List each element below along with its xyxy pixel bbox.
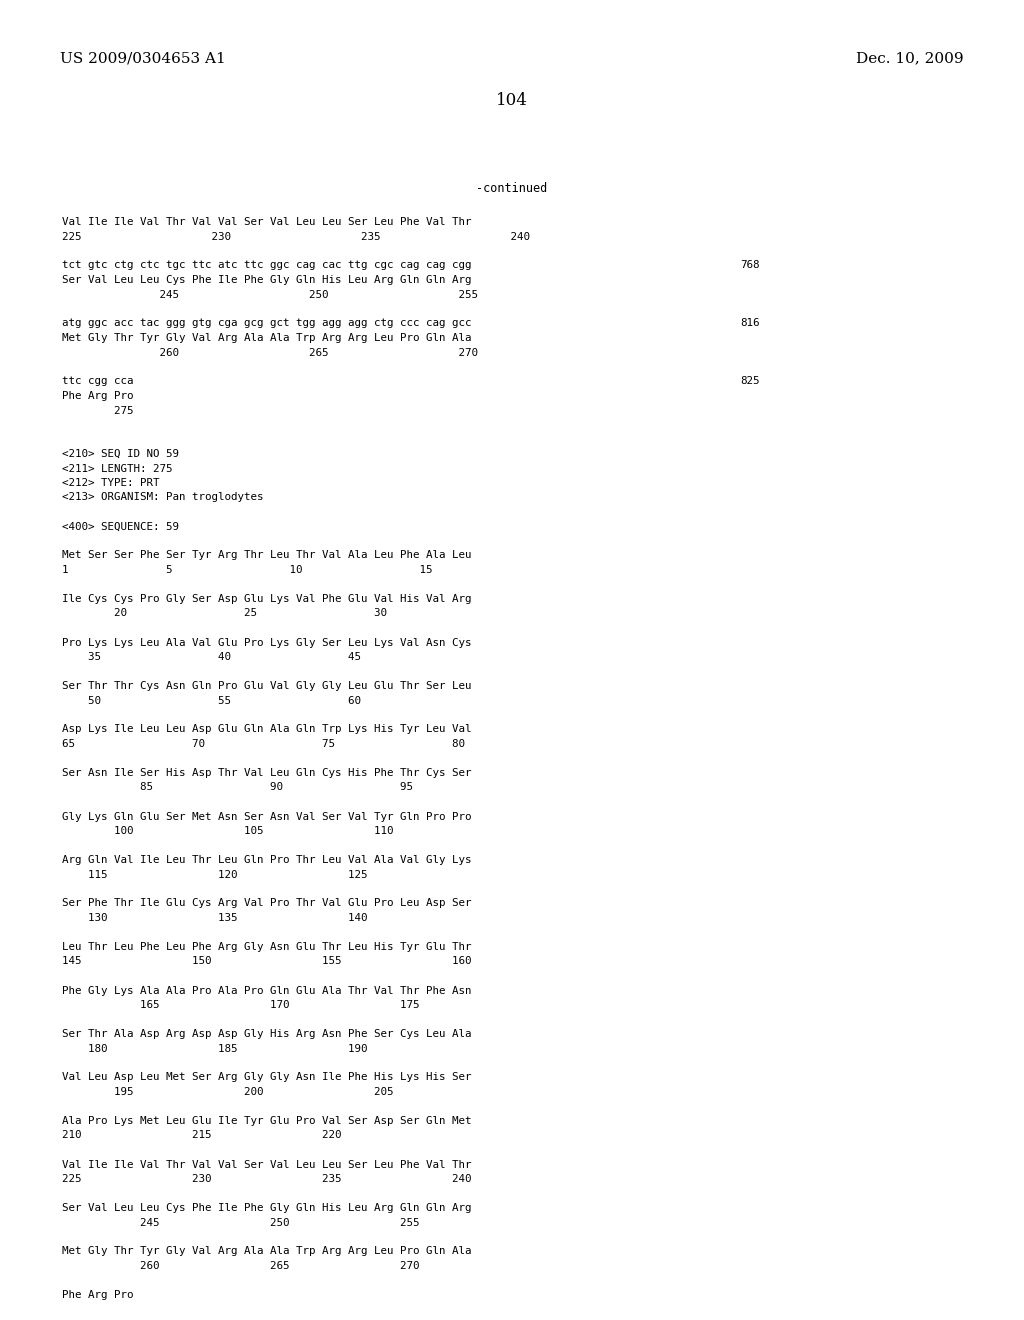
Text: Val Ile Ile Val Thr Val Val Ser Val Leu Leu Ser Leu Phe Val Thr: Val Ile Ile Val Thr Val Val Ser Val Leu … — [62, 216, 471, 227]
Text: 35                  40                  45: 35 40 45 — [62, 652, 361, 663]
Text: Phe Arg Pro: Phe Arg Pro — [62, 1290, 133, 1300]
Text: Ser Asn Ile Ser His Asp Thr Val Leu Gln Cys His Phe Thr Cys Ser: Ser Asn Ile Ser His Asp Thr Val Leu Gln … — [62, 768, 471, 777]
Text: Met Ser Ser Phe Ser Tyr Arg Thr Leu Thr Val Ala Leu Phe Ala Leu: Met Ser Ser Phe Ser Tyr Arg Thr Leu Thr … — [62, 550, 471, 561]
Text: <210> SEQ ID NO 59: <210> SEQ ID NO 59 — [62, 449, 179, 459]
Text: 245                 250                 255: 245 250 255 — [62, 1217, 420, 1228]
Text: 165                 170                 175: 165 170 175 — [62, 1001, 420, 1010]
Text: 225                    230                    235                    240: 225 230 235 240 — [62, 231, 530, 242]
Text: 195                 200                 205: 195 200 205 — [62, 1086, 393, 1097]
Text: Ser Thr Ala Asp Arg Asp Asp Gly His Arg Asn Phe Ser Cys Leu Ala: Ser Thr Ala Asp Arg Asp Asp Gly His Arg … — [62, 1030, 471, 1039]
Text: 210                 215                 220: 210 215 220 — [62, 1130, 341, 1140]
Text: atg ggc acc tac ggg gtg cga gcg gct tgg agg agg ctg ccc cag gcc: atg ggc acc tac ggg gtg cga gcg gct tgg … — [62, 318, 471, 329]
Text: 825: 825 — [740, 376, 760, 387]
Text: 50                  55                  60: 50 55 60 — [62, 696, 361, 705]
Text: 260                    265                    270: 260 265 270 — [62, 347, 478, 358]
Text: Asp Lys Ile Leu Leu Asp Glu Gln Ala Gln Trp Lys His Tyr Leu Val: Asp Lys Ile Leu Leu Asp Glu Gln Ala Gln … — [62, 725, 471, 734]
Text: tct gtc ctg ctc tgc ttc atc ttc ggc cag cac ttg cgc cag cag cgg: tct gtc ctg ctc tgc ttc atc ttc ggc cag … — [62, 260, 471, 271]
Text: 816: 816 — [740, 318, 760, 329]
Text: Gly Lys Gln Glu Ser Met Asn Ser Asn Val Ser Val Tyr Gln Pro Pro: Gly Lys Gln Glu Ser Met Asn Ser Asn Val … — [62, 812, 471, 821]
Text: 115                 120                 125: 115 120 125 — [62, 870, 368, 879]
Text: 768: 768 — [740, 260, 760, 271]
Text: Ser Phe Thr Ile Glu Cys Arg Val Pro Thr Val Glu Pro Leu Asp Ser: Ser Phe Thr Ile Glu Cys Arg Val Pro Thr … — [62, 899, 471, 908]
Text: Val Ile Ile Val Thr Val Val Ser Val Leu Leu Ser Leu Phe Val Thr: Val Ile Ile Val Thr Val Val Ser Val Leu … — [62, 1159, 471, 1170]
Text: 225                 230                 235                 240: 225 230 235 240 — [62, 1173, 471, 1184]
Text: Ser Thr Thr Cys Asn Gln Pro Glu Val Gly Gly Leu Glu Thr Ser Leu: Ser Thr Thr Cys Asn Gln Pro Glu Val Gly … — [62, 681, 471, 690]
Text: Met Gly Thr Tyr Gly Val Arg Ala Ala Trp Arg Arg Leu Pro Gln Ala: Met Gly Thr Tyr Gly Val Arg Ala Ala Trp … — [62, 333, 471, 343]
Text: Ser Val Leu Leu Cys Phe Ile Phe Gly Gln His Leu Arg Gln Gln Arg: Ser Val Leu Leu Cys Phe Ile Phe Gly Gln … — [62, 1203, 471, 1213]
Text: Ile Cys Cys Pro Gly Ser Asp Glu Lys Val Phe Glu Val His Val Arg: Ile Cys Cys Pro Gly Ser Asp Glu Lys Val … — [62, 594, 471, 605]
Text: Arg Gln Val Ile Leu Thr Leu Gln Pro Thr Leu Val Ala Val Gly Lys: Arg Gln Val Ile Leu Thr Leu Gln Pro Thr … — [62, 855, 471, 865]
Text: -continued: -continued — [476, 182, 548, 195]
Text: Pro Lys Lys Leu Ala Val Glu Pro Lys Gly Ser Leu Lys Val Asn Cys: Pro Lys Lys Leu Ala Val Glu Pro Lys Gly … — [62, 638, 471, 648]
Text: Dec. 10, 2009: Dec. 10, 2009 — [856, 51, 964, 65]
Text: Phe Arg Pro: Phe Arg Pro — [62, 391, 133, 401]
Text: 260                 265                 270: 260 265 270 — [62, 1261, 420, 1271]
Text: Ala Pro Lys Met Leu Glu Ile Tyr Glu Pro Val Ser Asp Ser Gln Met: Ala Pro Lys Met Leu Glu Ile Tyr Glu Pro … — [62, 1115, 471, 1126]
Text: ttc cgg cca: ttc cgg cca — [62, 376, 133, 387]
Text: 130                 135                 140: 130 135 140 — [62, 913, 368, 923]
Text: US 2009/0304653 A1: US 2009/0304653 A1 — [60, 51, 225, 65]
Text: <211> LENGTH: 275: <211> LENGTH: 275 — [62, 463, 172, 474]
Text: <213> ORGANISM: Pan troglodytes: <213> ORGANISM: Pan troglodytes — [62, 492, 263, 503]
Text: <400> SEQUENCE: 59: <400> SEQUENCE: 59 — [62, 521, 179, 532]
Text: Leu Thr Leu Phe Leu Phe Arg Gly Asn Glu Thr Leu His Tyr Glu Thr: Leu Thr Leu Phe Leu Phe Arg Gly Asn Glu … — [62, 942, 471, 952]
Text: 100                 105                 110: 100 105 110 — [62, 826, 393, 836]
Text: Phe Gly Lys Ala Ala Pro Ala Pro Gln Glu Ala Thr Val Thr Phe Asn: Phe Gly Lys Ala Ala Pro Ala Pro Gln Glu … — [62, 986, 471, 995]
Text: Ser Val Leu Leu Cys Phe Ile Phe Gly Gln His Leu Arg Gln Gln Arg: Ser Val Leu Leu Cys Phe Ile Phe Gly Gln … — [62, 275, 471, 285]
Text: Met Gly Thr Tyr Gly Val Arg Ala Ala Trp Arg Arg Leu Pro Gln Ala: Met Gly Thr Tyr Gly Val Arg Ala Ala Trp … — [62, 1246, 471, 1257]
Text: 85                  90                  95: 85 90 95 — [62, 783, 413, 792]
Text: 20                  25                  30: 20 25 30 — [62, 609, 387, 619]
Text: 65                  70                  75                  80: 65 70 75 80 — [62, 739, 465, 748]
Text: 245                    250                    255: 245 250 255 — [62, 289, 478, 300]
Text: 104: 104 — [496, 92, 528, 110]
Text: Val Leu Asp Leu Met Ser Arg Gly Gly Asn Ile Phe His Lys His Ser: Val Leu Asp Leu Met Ser Arg Gly Gly Asn … — [62, 1072, 471, 1082]
Text: 275: 275 — [62, 405, 133, 416]
Text: <212> TYPE: PRT: <212> TYPE: PRT — [62, 478, 160, 488]
Text: 180                 185                 190: 180 185 190 — [62, 1044, 368, 1053]
Text: 145                 150                 155                 160: 145 150 155 160 — [62, 957, 471, 966]
Text: 1               5                  10                  15: 1 5 10 15 — [62, 565, 432, 576]
